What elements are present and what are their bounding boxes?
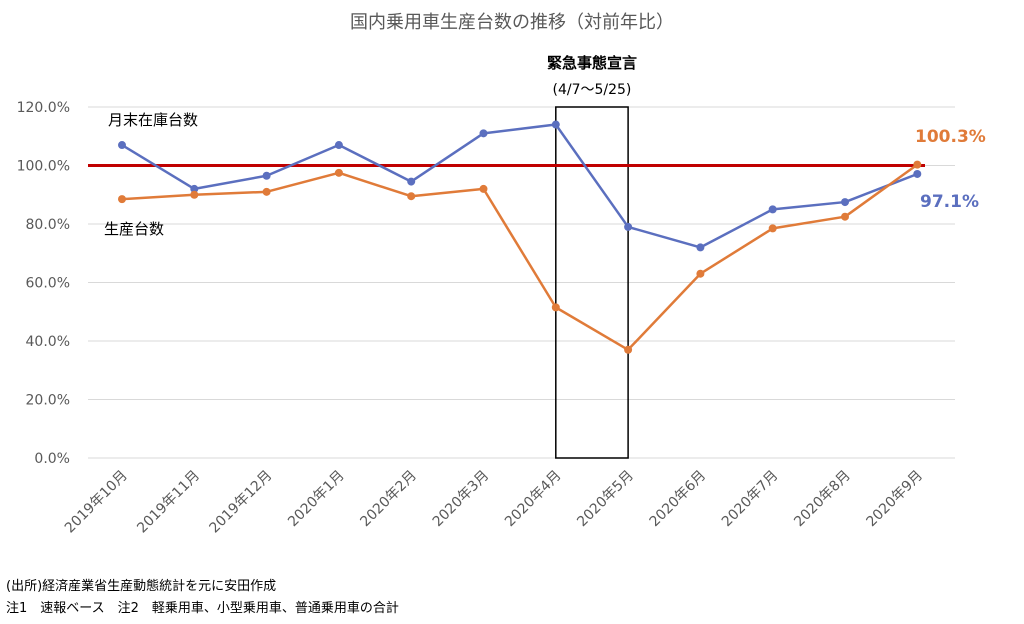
legend-label-inventory: 月末在庫台数 <box>108 111 198 129</box>
data-point <box>118 141 126 150</box>
data-point <box>479 129 488 138</box>
x-tick-label: 2020年8月 <box>791 468 854 531</box>
end-label-inventory: 97.1% <box>920 192 979 212</box>
y-tick-label: 0.0% <box>34 451 70 467</box>
series-line-1 <box>121 163 919 352</box>
highlight-sublabel: (4/7～5/25) <box>552 82 631 98</box>
x-tick-label: 2020年6月 <box>647 468 710 531</box>
series-line-0 <box>121 123 918 249</box>
legend-label-production: 生産台数 <box>104 220 164 238</box>
data-point <box>407 192 416 201</box>
data-point <box>696 269 705 278</box>
data-point <box>551 303 560 312</box>
data-point <box>190 184 199 193</box>
x-tick-label: 2020年1月 <box>285 468 348 531</box>
data-point <box>696 243 705 252</box>
y-tick-label: 60.0% <box>26 276 70 292</box>
highlight-box <box>555 106 629 459</box>
data-point <box>624 222 633 231</box>
footer-notes: 注1 速報ベース 注2 軽乗用車、小型乗用車、普通乗用車の合計 <box>6 600 399 616</box>
x-tick-label: 2019年11月 <box>134 468 203 537</box>
highlight-label: 緊急事態宣言 <box>547 54 637 72</box>
data-point <box>551 120 560 129</box>
data-point <box>841 212 849 221</box>
x-tick-label: 2020年9月 <box>864 468 927 531</box>
y-tick-label: 80.0% <box>26 217 70 233</box>
gridlines <box>88 106 955 459</box>
data-point <box>841 198 849 207</box>
data-point <box>768 224 777 233</box>
x-tick-label: 2020年4月 <box>502 468 565 531</box>
y-tick-label: 20.0% <box>26 393 70 409</box>
x-tick-label: 2020年2月 <box>357 468 420 531</box>
data-point <box>262 171 271 180</box>
data-point <box>768 205 777 214</box>
data-point <box>913 169 922 178</box>
y-tick-label: 120.0% <box>17 100 70 116</box>
data-point <box>407 177 416 186</box>
data-point <box>624 345 633 354</box>
x-tick-label: 2020年3月 <box>430 468 493 531</box>
y-tick-label: 100.0% <box>17 159 70 175</box>
x-tick-label: 2020年5月 <box>574 468 637 531</box>
x-tick-label: 2019年12月 <box>207 468 276 537</box>
data-point <box>118 195 126 204</box>
highlight-region: 緊急事態宣言 (4/7～5/25) <box>547 54 637 459</box>
data-point <box>262 187 271 196</box>
data-point <box>334 141 343 150</box>
series-layer <box>118 120 922 354</box>
end-label-production: 100.3% <box>915 127 986 147</box>
y-axis-ticks: 0.0% 20.0% 40.0% 60.0% 80.0% 100.0% 120.0% <box>17 100 70 467</box>
x-tick-label: 2019年10月 <box>62 468 131 537</box>
data-point <box>334 168 343 177</box>
x-tick-label: 2020年7月 <box>719 468 782 531</box>
y-tick-label: 40.0% <box>26 334 70 350</box>
data-point <box>190 190 199 199</box>
x-axis-ticks: 2019年10月 2019年11月 2019年12月 2020年1月 2020年2月 20… <box>62 468 926 537</box>
chart-title: 国内乗用車生産台数の推移（対前年比） <box>350 12 674 33</box>
data-point <box>913 160 922 169</box>
footer-source: (出所)経済産業省生産動態統計を元に安田作成 <box>6 578 276 594</box>
data-point <box>479 184 488 193</box>
